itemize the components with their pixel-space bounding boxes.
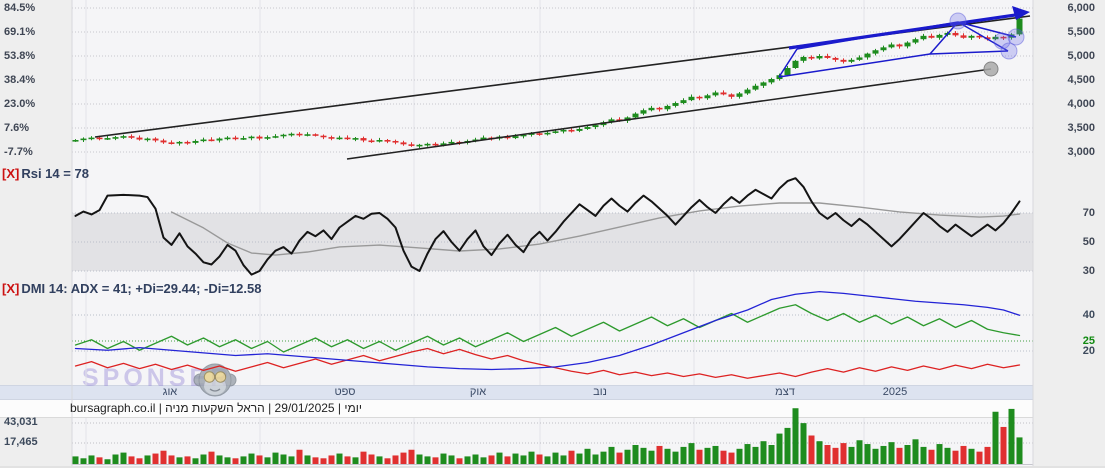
date-axis-band	[0, 385, 1033, 400]
rsi-close-button[interactable]: [X]	[2, 166, 20, 181]
rsi-level-label: 70	[1082, 207, 1095, 219]
price-axis-label: 3,500	[1067, 122, 1095, 134]
month-tick-label: אוג	[162, 386, 178, 398]
price-axis-label: 5,000	[1067, 50, 1095, 62]
percent-axis-label: 38.4%	[4, 74, 36, 86]
price-axis-label: 4,500	[1067, 74, 1095, 86]
month-tick-label: דצמ	[775, 386, 795, 398]
percent-axis-label: 53.8%	[4, 50, 36, 62]
rsi-level-label: 30	[1082, 265, 1095, 277]
dmi-close-button[interactable]: [X]	[2, 281, 20, 296]
dmi-level-label: 40	[1082, 309, 1095, 321]
main-plot-background	[72, 0, 1033, 385]
price-axis-label: 3,000	[1067, 146, 1095, 158]
month-tick-label: נוב	[593, 386, 607, 398]
dmi-title: DMI 14: ADX = 41; +Di=29.44; -Di=12.58	[21, 281, 262, 296]
volume-axis-label: 17,465	[4, 436, 38, 448]
percent-axis-label: 69.1%	[4, 26, 36, 38]
percent-axis-label: 7.6%	[4, 122, 30, 134]
percent-axis-label: 23.0%	[4, 98, 36, 110]
monkey-mascot-icon	[193, 363, 237, 397]
volume-axis-label: 43,031	[4, 416, 38, 428]
price-axis-label: 5,500	[1067, 26, 1095, 38]
status-bar: יומי | 29/01/2025 | הראל השקעות מניה | b…	[70, 401, 362, 415]
rsi-panel-header: [X] Rsi 14 = 78	[2, 166, 89, 181]
dmi-level-label: 25	[1082, 335, 1095, 347]
price-axis-label: 4,000	[1067, 98, 1095, 110]
month-tick-label: ספט	[334, 386, 356, 398]
price-axis-label: 6,000	[1067, 2, 1095, 14]
rsi-title: Rsi 14 = 78	[21, 166, 89, 181]
month-tick-label: 2025	[882, 386, 908, 398]
status-row-background	[0, 400, 1033, 418]
percent-axis-label: 84.5%	[4, 2, 36, 14]
dmi-level-label: 20	[1082, 345, 1095, 357]
month-tick-label: אוק	[469, 386, 487, 398]
bottom-strip	[0, 466, 1105, 468]
rsi-level-label: 50	[1082, 236, 1095, 248]
dmi-panel-header: [X] DMI 14: ADX = 41; +Di=29.44; -Di=12.5…	[2, 281, 261, 296]
percent-axis-label: -7.7%	[4, 146, 33, 158]
